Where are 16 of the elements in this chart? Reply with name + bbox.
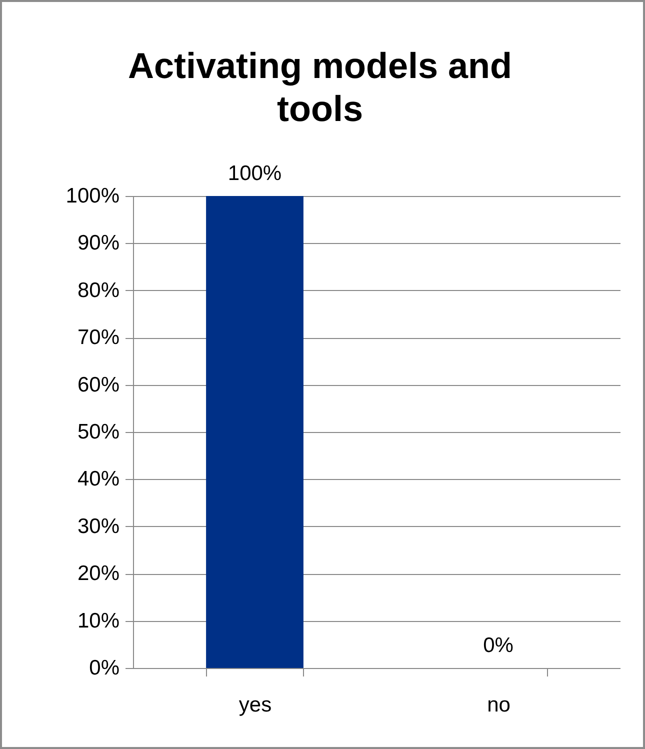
y-tick-label: 0% (89, 656, 120, 680)
y-tick-label: 50% (77, 420, 120, 444)
data-label: 100% (228, 162, 282, 185)
x-tick-label: no (487, 694, 510, 716)
y-tick-label: 60% (77, 373, 120, 396)
y-tick-label: 100% (66, 184, 120, 208)
x-tick-label: yes (238, 694, 272, 716)
y-tick-label: 30% (77, 514, 120, 538)
y-tick-label: 90% (77, 232, 120, 255)
y-tick-label: 40% (77, 468, 120, 491)
data-label: 0% (483, 634, 514, 657)
chart-title: Activating models and tools (126, 44, 514, 130)
y-tick-label: 20% (77, 562, 120, 586)
y-tick-label: 70% (77, 326, 120, 350)
y-tick-label: 80% (77, 278, 120, 302)
y-tick-label: 10% (77, 609, 120, 632)
